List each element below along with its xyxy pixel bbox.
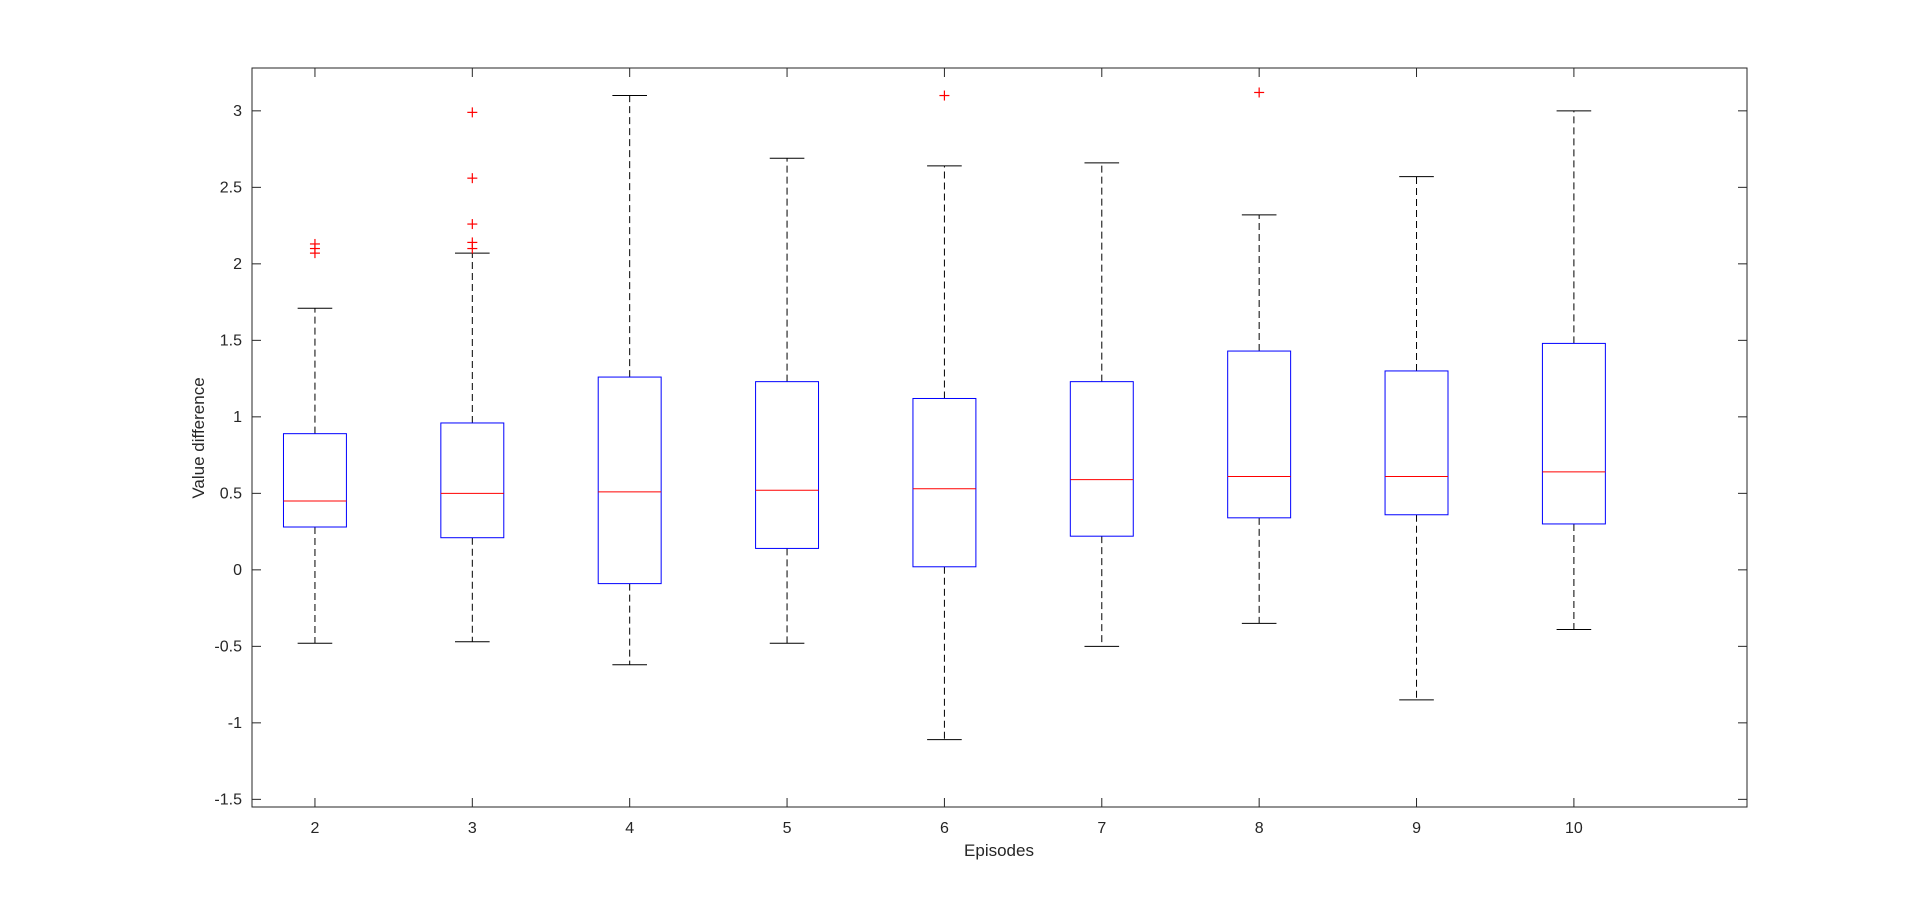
outlier-marker xyxy=(309,238,320,249)
iqr-box xyxy=(1384,370,1449,516)
outlier-marker xyxy=(467,107,478,118)
x-axis-label: Episodes xyxy=(964,841,1034,860)
iqr-box xyxy=(1069,381,1134,537)
iqr-box xyxy=(282,433,347,528)
iqr-box xyxy=(597,376,662,585)
y-tick-label: 0.5 xyxy=(220,485,242,502)
box-group-10 xyxy=(1541,110,1606,631)
iqr-box xyxy=(1227,350,1292,519)
x-tick-label: 10 xyxy=(1565,820,1583,837)
y-tick-label: -1.5 xyxy=(214,791,242,808)
y-tick-label: 3 xyxy=(233,103,242,120)
y-tick-label: 2.5 xyxy=(220,179,242,196)
outlier-marker xyxy=(467,173,478,184)
x-tick-label: 7 xyxy=(1097,820,1106,837)
y-tick-label: 0 xyxy=(233,562,242,579)
y-axis-label: Value difference xyxy=(189,377,208,498)
x-tick-label: 9 xyxy=(1412,820,1421,837)
box-group-9 xyxy=(1384,176,1449,701)
outlier-marker xyxy=(1254,87,1265,98)
y-tick-label: -0.5 xyxy=(214,638,242,655)
outlier-marker xyxy=(939,90,950,101)
box-group-7 xyxy=(1069,162,1134,647)
box-group-8 xyxy=(1227,87,1292,624)
x-tick-label: 6 xyxy=(940,820,949,837)
box-group-4 xyxy=(597,95,662,666)
iqr-box xyxy=(1541,342,1606,525)
outlier-marker xyxy=(467,219,478,230)
box-group-6 xyxy=(912,90,977,741)
x-tick-label: 2 xyxy=(310,820,319,837)
outlier-marker xyxy=(467,237,478,248)
iqr-box xyxy=(912,397,977,568)
x-tick-label: 8 xyxy=(1255,820,1264,837)
iqr-box xyxy=(440,422,505,539)
y-tick-label: 1 xyxy=(233,409,242,426)
x-tick-label: 5 xyxy=(783,820,792,837)
x-tick-label: 4 xyxy=(625,820,634,837)
iqr-box xyxy=(755,381,820,549)
x-tick-label: 3 xyxy=(468,820,477,837)
y-tick-label: 2 xyxy=(233,256,242,273)
box-group-2 xyxy=(282,238,347,644)
y-tick-label: 1.5 xyxy=(220,332,242,349)
boxes-group xyxy=(282,87,1606,741)
box-group-5 xyxy=(755,157,820,644)
axis-ticks: -1.5 -1 -0.5 0 0.5 1 1.5 2 2.5 3 2 3 4 5 6 7 8 9 10 xyxy=(214,68,1747,837)
box-group-3 xyxy=(440,107,505,643)
y-tick-label: -1 xyxy=(228,715,242,732)
